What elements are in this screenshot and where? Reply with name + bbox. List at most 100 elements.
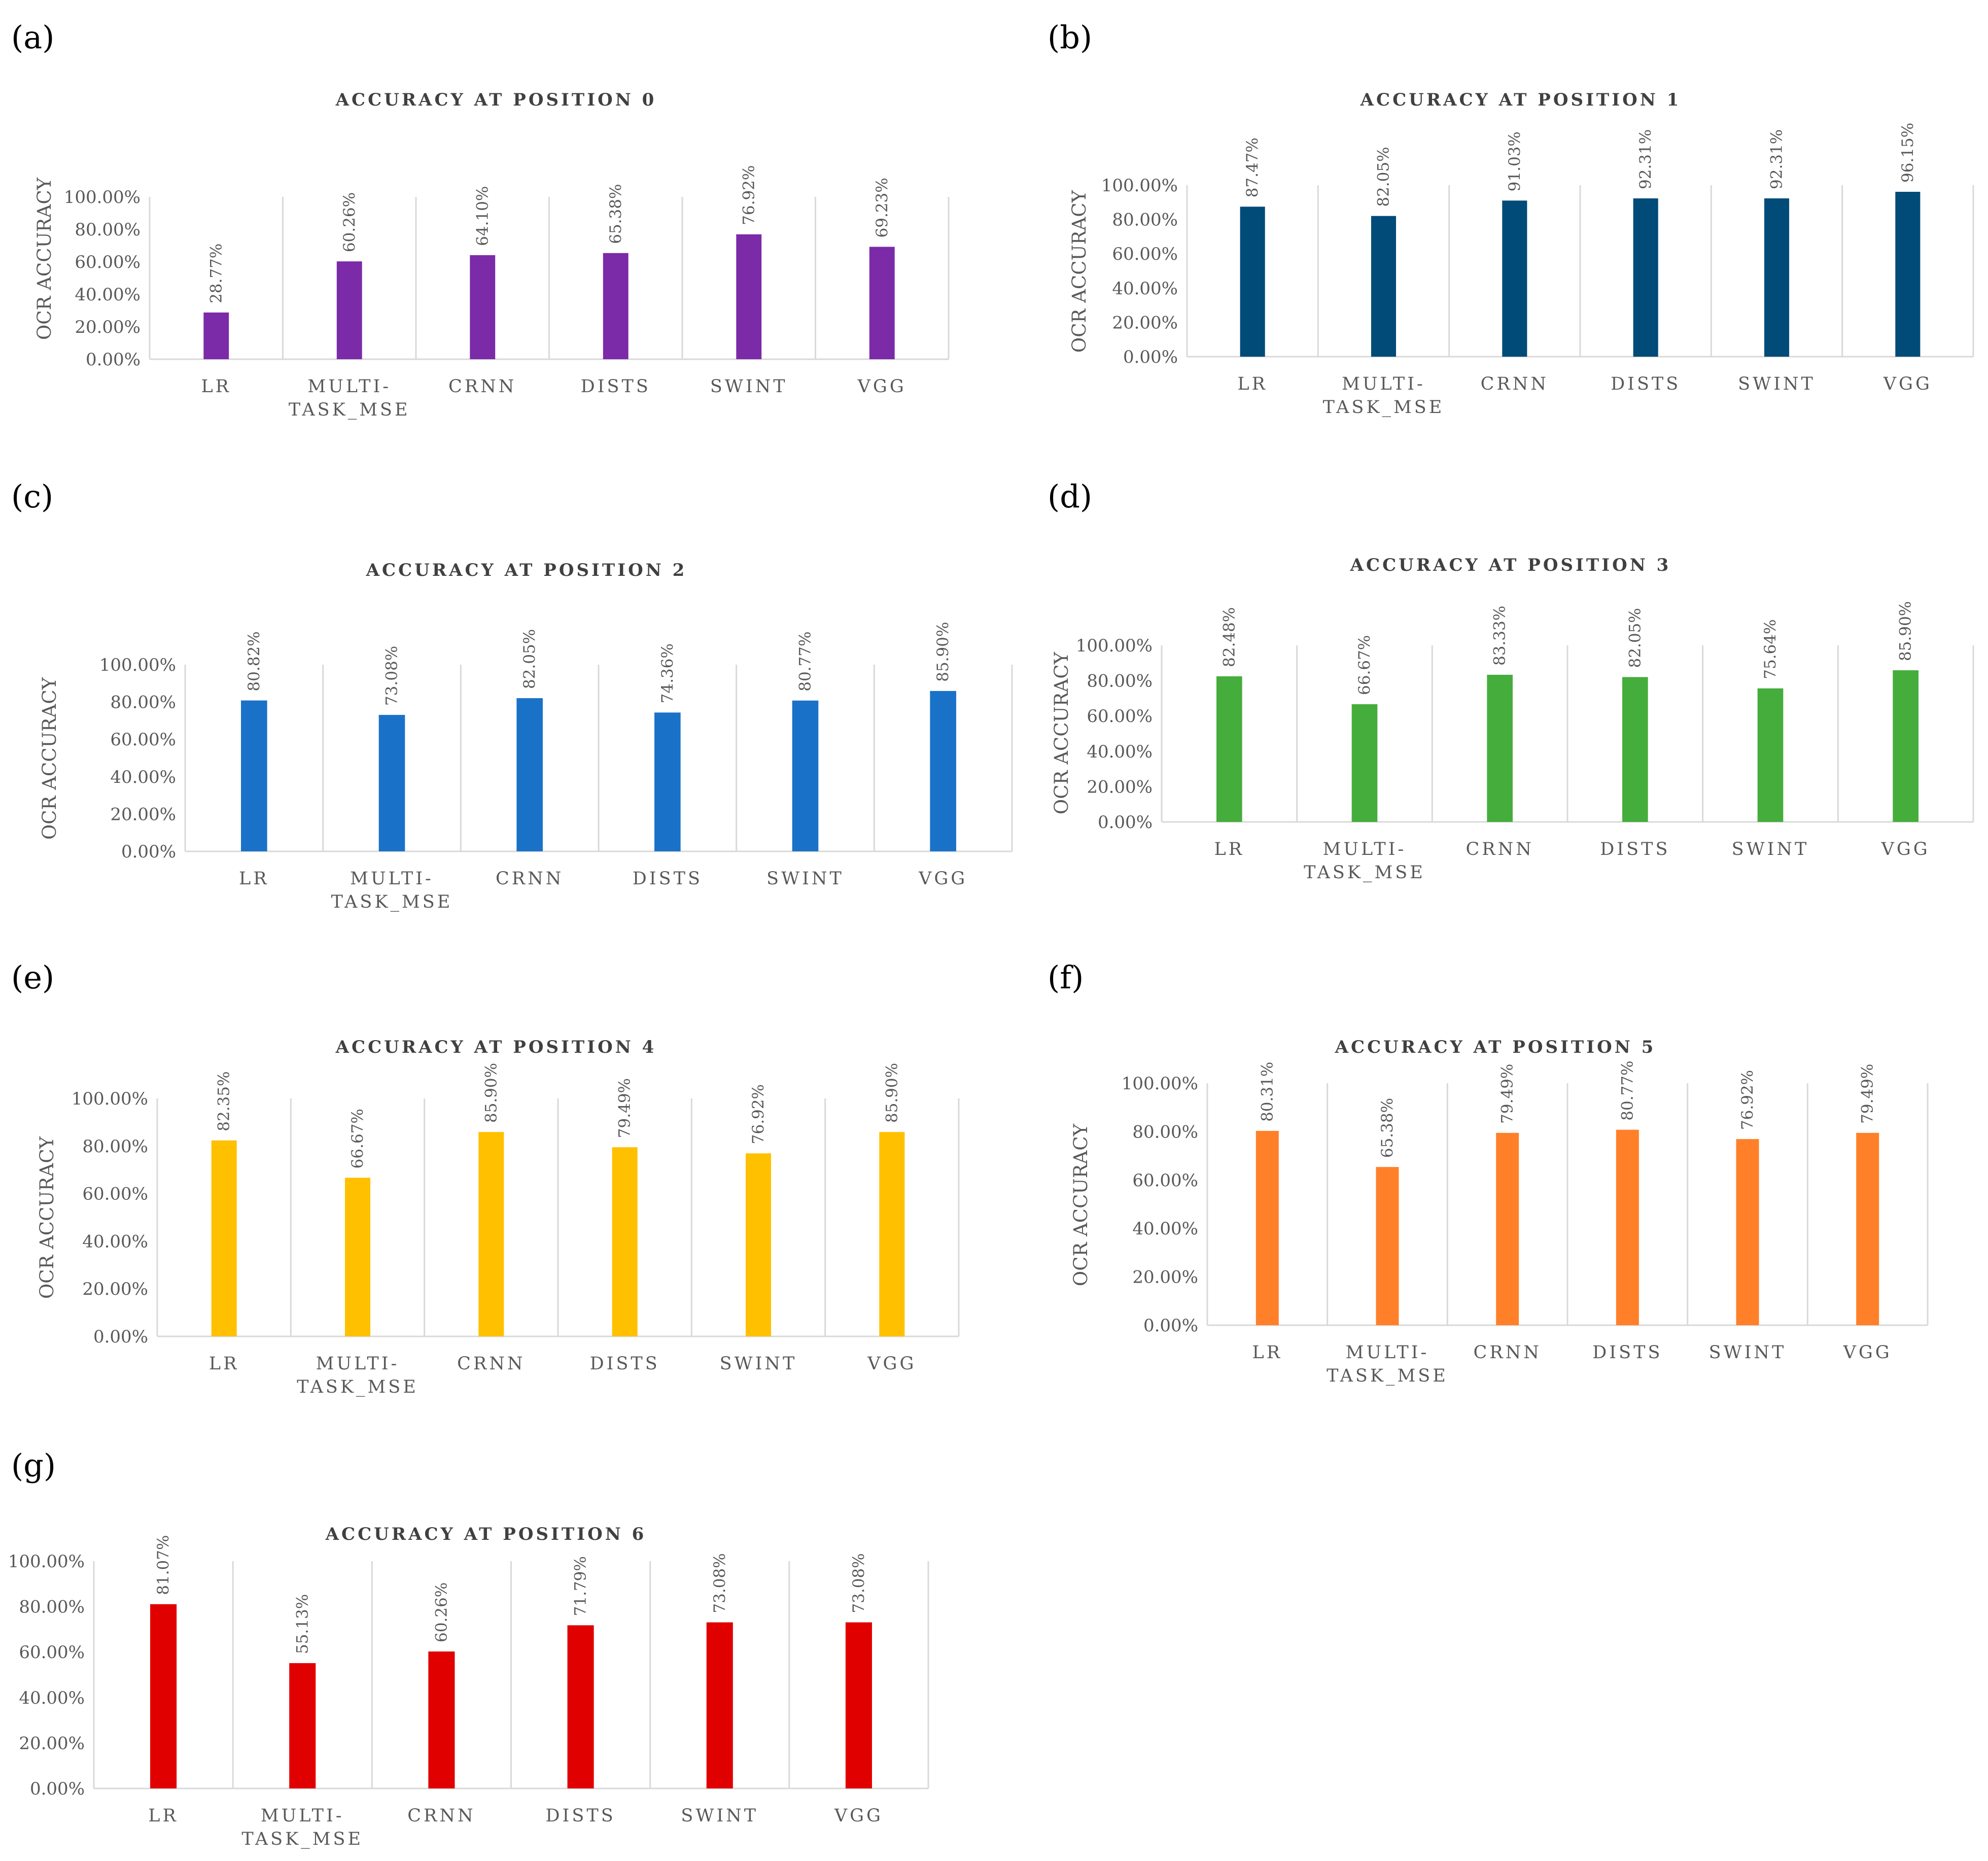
bar <box>211 1140 237 1336</box>
y-tick-label: 0.00% <box>1123 347 1178 367</box>
x-tick-label: DISTS <box>545 1806 615 1826</box>
x-tick-label: CRNN <box>1481 374 1549 394</box>
bar <box>1757 688 1784 822</box>
y-tick-label: 40.00% <box>110 767 176 787</box>
bar <box>603 253 629 359</box>
y-axis-label: OCR ACCURACY <box>1051 651 1072 814</box>
x-tick-label: DISTS <box>581 376 651 397</box>
x-tick-label: LR <box>1252 1342 1283 1363</box>
data-label: 91.03% <box>1506 131 1524 191</box>
y-tick-label: 0.00% <box>30 1779 85 1799</box>
bar <box>845 1622 872 1788</box>
x-tick-label: LR <box>209 1354 239 1374</box>
x-tick-label: SWINT <box>720 1354 797 1374</box>
y-tick-label: 20.00% <box>82 1279 148 1299</box>
y-tick-label: 100.00% <box>1101 176 1178 196</box>
y-tick-label: 100.00% <box>99 655 176 675</box>
panel-label: (b) <box>1048 19 1092 56</box>
bar <box>930 691 956 851</box>
x-tick-label: MULTI-TASK_MSE <box>1327 1342 1448 1386</box>
bar <box>150 1604 177 1788</box>
bar <box>736 234 762 359</box>
y-tick-label: 0.00% <box>1098 812 1153 833</box>
data-label: 75.64% <box>1761 619 1780 679</box>
data-label: 66.67% <box>348 1109 367 1168</box>
bar <box>344 1178 371 1336</box>
data-label: 79.49% <box>1498 1064 1517 1124</box>
x-tick-label: MULTI-TASK_MSE <box>289 376 410 420</box>
chart-panel-3: (d) ACCURACY AT POSITION 3 0.00% 20.00% 40.0… <box>1048 478 1974 883</box>
y-tick-label: 60.00% <box>1112 244 1178 264</box>
data-label: 92.31% <box>1768 129 1786 189</box>
panel-label: (d) <box>1048 478 1092 515</box>
bar <box>241 700 267 851</box>
y-tick-label: 20.00% <box>1132 1267 1198 1288</box>
y-tick-label: 0.00% <box>121 842 176 862</box>
bar <box>1240 206 1265 357</box>
y-tick-label: 40.00% <box>19 1688 85 1708</box>
y-tick-label: 100.00% <box>72 1089 148 1109</box>
y-tick-label: 60.00% <box>75 252 141 272</box>
chart-panel-6: (g) ACCURACY AT POSITION 6 0.00% 20.00% 40.0… <box>8 1447 929 1849</box>
bar <box>792 700 819 851</box>
y-tick-label: 0.00% <box>86 350 141 370</box>
data-label: 80.31% <box>1258 1062 1276 1122</box>
data-label: 81.07% <box>154 1535 172 1595</box>
data-label: 73.08% <box>711 1553 729 1613</box>
bar <box>567 1625 594 1788</box>
bar <box>1216 676 1242 822</box>
y-tick-label: 0.00% <box>1143 1316 1198 1336</box>
data-label: 55.13% <box>293 1594 311 1654</box>
bar <box>745 1153 772 1336</box>
x-tick-label: DISTS <box>1600 839 1670 859</box>
y-axis-label: OCR ACCURACY <box>36 1136 58 1299</box>
bar <box>1351 704 1378 822</box>
x-tick-label: DISTS <box>590 1354 660 1374</box>
data-label: 66.67% <box>1355 635 1374 695</box>
chart-title: ACCURACY AT POSITION 0 <box>335 90 657 110</box>
x-tick-label: SWINT <box>1709 1342 1787 1363</box>
bar <box>336 261 362 359</box>
bar <box>1736 1139 1759 1325</box>
x-tick-label: SWINT <box>681 1806 758 1826</box>
y-tick-label: 20.00% <box>75 317 141 337</box>
y-tick-label: 40.00% <box>75 285 141 305</box>
bar <box>1856 1132 1879 1325</box>
data-label: 82.05% <box>1375 147 1393 206</box>
chart-title: ACCURACY AT POSITION 6 <box>325 1524 647 1544</box>
x-tick-label: MULTI-TASK_MSE <box>241 1806 363 1849</box>
y-tick-label: 100.00% <box>1122 1074 1198 1094</box>
x-tick-label: MULTI-TASK_MSE <box>331 869 453 912</box>
y-tick-label: 40.00% <box>1087 742 1153 762</box>
chart-title: ACCURACY AT POSITION 3 <box>1350 555 1671 575</box>
data-label: 60.26% <box>432 1582 450 1642</box>
data-label: 92.31% <box>1636 129 1655 189</box>
data-label: 79.49% <box>616 1078 634 1138</box>
bar <box>1622 677 1648 822</box>
panel-label: (f) <box>1048 959 1084 996</box>
y-tick-label: 20.00% <box>19 1733 85 1753</box>
y-tick-label: 80.00% <box>110 693 176 713</box>
bar <box>879 1132 905 1336</box>
y-tick-label: 60.00% <box>82 1184 148 1204</box>
bar <box>203 312 229 359</box>
data-label: 71.79% <box>572 1556 590 1616</box>
x-tick-label: MULTI-TASK_MSE <box>1304 839 1425 883</box>
data-label: 80.77% <box>1618 1061 1636 1121</box>
y-tick-label: 60.00% <box>1132 1170 1198 1191</box>
x-tick-label: SWINT <box>1738 374 1816 394</box>
data-label: 87.47% <box>1243 137 1262 197</box>
x-tick-label: SWINT <box>766 869 844 889</box>
bar <box>428 1651 455 1788</box>
x-tick-label: VGG <box>867 1354 916 1374</box>
x-tick-label: CRNN <box>448 376 516 397</box>
bar <box>706 1622 733 1788</box>
y-tick-label: 60.00% <box>110 730 176 750</box>
x-tick-label: DISTS <box>633 869 703 889</box>
y-tick-label: 20.00% <box>110 804 176 824</box>
chart-title: ACCURACY AT POSITION 4 <box>335 1037 657 1057</box>
y-tick-label: 40.00% <box>1112 279 1178 299</box>
data-label: 82.35% <box>215 1072 233 1131</box>
chart-panel-2: (c) ACCURACY AT POSITION 2 0.00% 20.00% 40.0… <box>11 478 1013 912</box>
